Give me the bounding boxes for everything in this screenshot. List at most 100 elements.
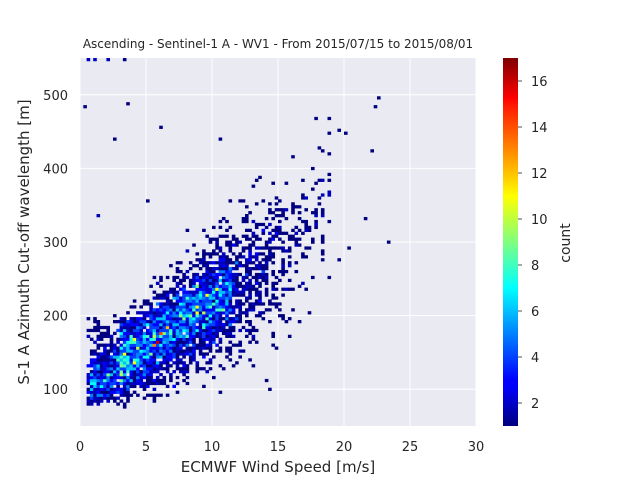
heatmap-cell: [344, 131, 348, 135]
heatmap-cell: [228, 272, 233, 277]
heatmap-cell: [264, 293, 269, 297]
heatmap-cell: [146, 311, 150, 315]
heatmap-cell: [205, 234, 209, 238]
heatmap-cell: [307, 246, 312, 250]
heatmap-cell: [182, 296, 186, 300]
heatmap-cell: [192, 272, 196, 277]
heatmap-cell: [192, 281, 196, 285]
heatmap-cell: [175, 302, 180, 306]
heatmap-cell: [129, 346, 134, 350]
heatmap-cell: [254, 255, 259, 259]
heatmap-cell: [169, 373, 173, 377]
heatmap-cell: [221, 275, 226, 280]
heatmap-cell: [192, 302, 196, 306]
heatmap-cell: [221, 305, 226, 309]
heatmap-cell: [96, 322, 101, 327]
heatmap-cell: [159, 352, 163, 356]
heatmap-cell: [136, 311, 140, 315]
heatmap-cell: [198, 299, 203, 303]
heatmap-cell: [188, 290, 193, 294]
heatmap-cell: [149, 393, 153, 397]
heatmap-cell: [198, 320, 203, 324]
heatmap-cell: [192, 349, 196, 353]
heatmap-cell: [113, 346, 117, 350]
heatmap-cell: [248, 278, 252, 283]
heatmap-cell: [132, 364, 137, 368]
heatmap-cell: [126, 378, 130, 383]
heatmap-cell: [278, 214, 282, 218]
heatmap-cell: [113, 343, 117, 347]
heatmap-cell: [287, 234, 292, 238]
heatmap-cell: [96, 378, 101, 383]
heatmap-cell: [274, 275, 279, 280]
heatmap-cell: [96, 352, 101, 356]
heatmap-cell: [165, 317, 170, 321]
heatmap-cell: [109, 373, 114, 377]
heatmap-cell: [251, 284, 256, 288]
heatmap-cell: [119, 399, 124, 403]
heatmap-cell: [215, 246, 219, 250]
heatmap-cell: [215, 334, 219, 338]
heatmap-cell: [182, 334, 186, 338]
heatmap-cell: [136, 381, 140, 386]
heatmap-cell: [221, 261, 226, 265]
heatmap-cell: [195, 361, 200, 365]
heatmap-cell: [99, 384, 104, 389]
heatmap-cell: [238, 199, 242, 203]
heatmap-cell: [208, 367, 213, 371]
heatmap-cell: [129, 322, 134, 327]
heatmap-cell: [136, 364, 140, 368]
heatmap-cell: [261, 278, 266, 283]
heatmap-cell: [294, 240, 299, 244]
heatmap-cell: [129, 317, 134, 321]
heatmap-cell: [278, 219, 282, 224]
heatmap-cell: [179, 358, 183, 362]
heatmap-cell: [235, 278, 239, 283]
heatmap-cell: [126, 343, 130, 347]
heatmap-cell: [122, 373, 127, 377]
heatmap-cell: [179, 305, 183, 309]
heatmap-cell: [274, 225, 279, 230]
heatmap-cell: [215, 293, 219, 297]
heatmap-cell: [202, 255, 206, 259]
heatmap-cell: [96, 373, 101, 377]
heatmap-cell: [225, 243, 229, 247]
heatmap-cell: [225, 234, 229, 238]
heatmap-cell: [215, 343, 219, 347]
heatmap-cell: [225, 296, 229, 300]
heatmap-cell: [185, 317, 190, 321]
heatmap-cell: [192, 352, 196, 356]
heatmap-cell: [228, 243, 233, 247]
heatmap-cell: [162, 337, 167, 341]
heatmap-cell: [238, 308, 242, 312]
heatmap-cell: [96, 370, 101, 374]
heatmap-cell: [93, 378, 97, 383]
heatmap-cell: [258, 302, 262, 306]
heatmap-cell: [221, 311, 226, 315]
heatmap-cell: [165, 325, 170, 330]
heatmap-cell: [152, 361, 157, 365]
heatmap-cell: [86, 317, 91, 321]
heatmap-cell: [162, 322, 167, 327]
heatmap-cell: [287, 261, 292, 265]
heatmap-cell: [195, 346, 200, 350]
heatmap-cell: [228, 287, 233, 291]
heatmap-cell: [294, 231, 299, 235]
heatmap-cell: [248, 243, 252, 247]
heatmap-cell: [271, 334, 275, 338]
heatmap-cell: [231, 281, 236, 285]
heatmap-cell: [119, 331, 124, 336]
heatmap-cell: [287, 334, 292, 338]
heatmap-cell: [281, 208, 285, 212]
heatmap-cell: [228, 352, 233, 356]
heatmap-cell: [103, 334, 107, 338]
heatmap-cell: [113, 373, 117, 377]
heatmap-cell: [238, 314, 242, 318]
heatmap-cell: [218, 328, 223, 333]
heatmap-cell: [188, 322, 193, 327]
heatmap-cell: [182, 378, 186, 383]
heatmap-cell: [116, 396, 120, 400]
heatmap-cell: [172, 311, 176, 315]
heatmap-cell: [179, 370, 183, 374]
heatmap-cell: [146, 331, 150, 336]
